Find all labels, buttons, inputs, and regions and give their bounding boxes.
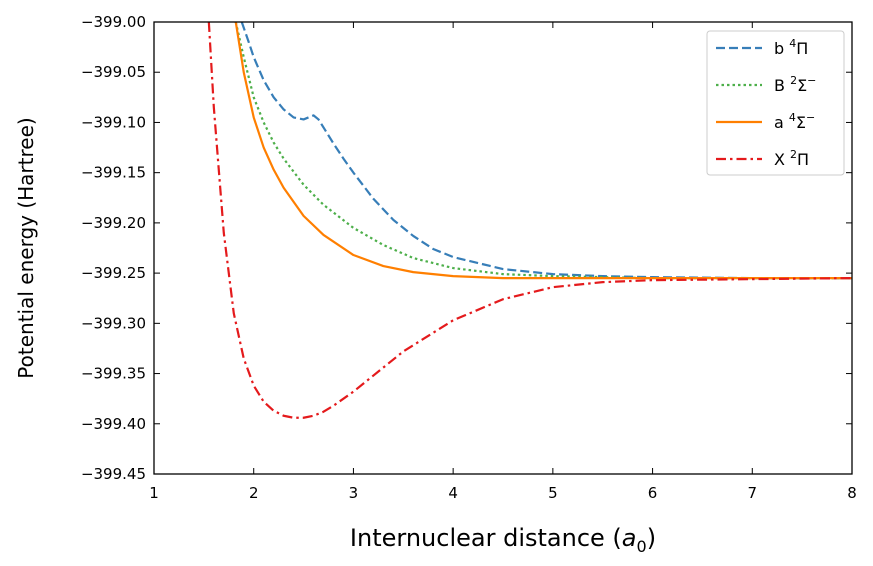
x-tick-label: 1: [149, 484, 159, 502]
series-line-b-4-pi: [240, 22, 852, 280]
y-tick-label: −399.30: [81, 314, 146, 332]
y-axis-label: Potential energy (Hartree): [14, 117, 38, 378]
y-tick-label: −399.10: [81, 113, 146, 131]
plot-frame: [153, 21, 853, 475]
legend-box: [706, 30, 845, 176]
y-tick-label: −399.05: [81, 63, 146, 81]
y-tick-label: −399.20: [81, 214, 146, 232]
y-tick-label: −399.35: [81, 365, 146, 383]
x-tick-label: 7: [748, 484, 758, 502]
x-tick-label: 2: [249, 484, 259, 502]
y-tick-label: −399.25: [81, 264, 146, 282]
y-axis: −399.00 −399.05 −399.10 −399.15 −399.20 −399.…: [81, 13, 852, 483]
legend: b 4Π B 2Σ− a 4Σ− X 2Π: [706, 30, 845, 176]
x-axis: 1 2 3 4 5 6 7 8: [149, 22, 857, 502]
plot-area: [153, 21, 853, 475]
legend-label: X 2Π: [774, 148, 809, 169]
x-tick-label: 4: [448, 484, 458, 502]
legend-label: b 4Π: [774, 37, 808, 58]
series-line-a-4-sigma: [234, 22, 852, 280]
series-line-b-2-sigma: [234, 22, 852, 280]
series-line-x-2-pi: [207, 22, 852, 419]
x-tick-label: 5: [548, 484, 558, 502]
y-tick-label: −399.15: [81, 164, 146, 182]
y-tick-label: −399.45: [81, 465, 146, 483]
y-tick-label: −399.40: [81, 415, 146, 433]
x-axis-label: Internuclear distance (a0): [350, 524, 656, 556]
legend-label: B 2Σ−: [774, 74, 816, 95]
legend-label: a 4Σ−: [774, 111, 815, 132]
x-tick-label: 6: [648, 484, 658, 502]
y-tick-label: −399.00: [81, 13, 146, 31]
x-tick-label: 8: [847, 484, 857, 502]
x-tick-label: 3: [349, 484, 359, 502]
